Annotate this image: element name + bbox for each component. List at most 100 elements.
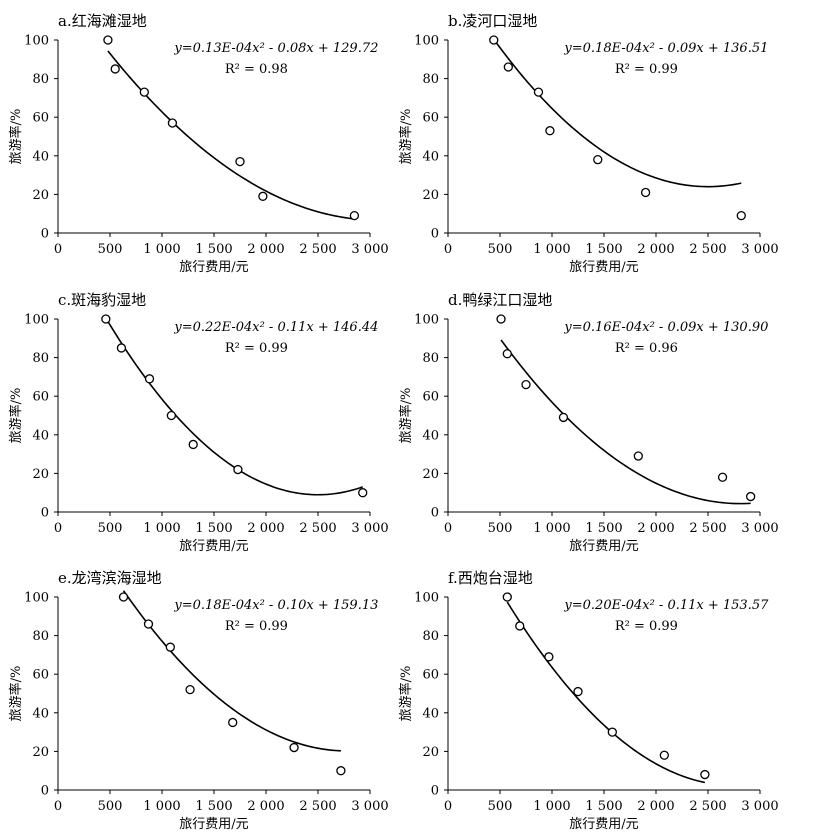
x-tick-label: 1 000: [143, 521, 180, 536]
data-point: [139, 87, 149, 97]
data-point: [233, 464, 243, 475]
y-tick-label: 100: [414, 591, 439, 606]
data-point: [235, 156, 245, 167]
r-squared-label: R² = 0.99: [225, 619, 288, 634]
data-point: [515, 621, 525, 631]
data-point: [607, 727, 617, 737]
data-point: [502, 592, 512, 602]
data-point: [533, 87, 544, 97]
regression-equation: y=0.20E-04x² - 0.11x + 153.57: [563, 598, 769, 613]
x-tick-label: 0: [444, 521, 452, 536]
trendline: [107, 50, 355, 220]
y-tick-label: 100: [24, 591, 49, 606]
x-tick-label: 3 000: [741, 521, 778, 536]
panel-title: c.斑海豹湿地: [58, 291, 146, 309]
data-point: [521, 379, 531, 390]
x-tick-label: 2 000: [247, 242, 284, 257]
y-tick-label: 80: [32, 351, 49, 366]
y-tick-label: 20: [422, 188, 439, 203]
y-tick-label: 80: [32, 72, 49, 87]
x-tick-label: 3 000: [741, 242, 778, 257]
x-tick-label: 500: [98, 242, 123, 257]
data-point: [502, 349, 512, 359]
y-tick-label: 60: [32, 390, 49, 405]
y-tick-label: 40: [422, 428, 439, 443]
data-point: [289, 742, 299, 753]
x-tick-label: 3 000: [351, 242, 388, 257]
x-tick-label: 2 500: [299, 242, 336, 257]
y-tick-label: 20: [32, 745, 49, 760]
y-tick-label: 100: [414, 34, 439, 49]
data-point: [736, 210, 746, 221]
x-tick-label: 1 000: [533, 799, 570, 814]
data-point: [101, 314, 111, 324]
y-tick-label: 100: [24, 313, 49, 328]
data-point: [143, 619, 154, 629]
y-tick-label: 40: [422, 149, 439, 164]
y-axis-label: 旅游率/%: [8, 388, 24, 444]
regression-equation: y=0.22E-04x² - 0.11x + 146.44: [173, 320, 378, 335]
data-point: [118, 592, 129, 602]
regression-equation: y=0.13E-04x² - 0.08x + 129.72: [173, 41, 378, 56]
x-axis-label: 旅行费用/元: [179, 817, 248, 832]
x-axis-label: 旅行费用/元: [179, 539, 248, 554]
y-tick-label: 60: [422, 111, 439, 126]
x-tick-label: 500: [488, 242, 513, 257]
x-tick-label: 500: [488, 799, 513, 814]
data-point: [116, 343, 127, 353]
x-tick-label: 1 500: [585, 521, 622, 536]
x-axis-label: 旅行费用/元: [569, 817, 638, 832]
y-tick-label: 0: [431, 506, 439, 521]
data-point: [545, 126, 555, 136]
r-squared-label: R² = 0.99: [225, 341, 288, 356]
data-point: [167, 118, 178, 128]
y-tick-label: 40: [32, 706, 49, 721]
panel-title: e.龙湾滨海湿地: [58, 569, 162, 587]
data-point: [573, 686, 583, 697]
x-tick-label: 1 000: [533, 521, 570, 536]
y-tick-label: 20: [422, 745, 439, 760]
data-point: [544, 652, 554, 662]
data-point: [188, 439, 198, 450]
panel-title: f.西炮台湿地: [448, 569, 533, 587]
x-axis-label: 旅行费用/元: [569, 539, 638, 554]
x-tick-label: 2 500: [299, 799, 336, 814]
y-tick-label: 20: [32, 188, 49, 203]
x-tick-label: 2 000: [637, 799, 674, 814]
x-axis-label: 旅行费用/元: [179, 260, 248, 275]
data-point: [745, 491, 756, 502]
y-axis-label: 旅游率/%: [8, 109, 24, 165]
y-tick-label: 80: [32, 629, 49, 644]
x-tick-label: 1 500: [585, 799, 622, 814]
data-point: [258, 191, 268, 201]
x-tick-label: 0: [54, 521, 62, 536]
y-tick-label: 60: [422, 390, 439, 405]
regression-equation: y=0.18E-04x² - 0.09x + 136.51: [563, 41, 768, 56]
x-tick-label: 2 000: [247, 799, 284, 814]
x-tick-label: 0: [54, 242, 62, 257]
x-tick-label: 3 000: [741, 799, 778, 814]
y-tick-label: 60: [32, 668, 49, 683]
data-point: [700, 769, 710, 780]
panel-title: d.鸭绿江口湿地: [448, 291, 552, 309]
data-point: [503, 62, 513, 72]
data-point: [144, 374, 155, 384]
y-tick-label: 80: [422, 351, 439, 366]
data-point: [633, 451, 643, 461]
x-tick-label: 500: [98, 799, 123, 814]
x-tick-label: 500: [488, 521, 513, 536]
x-tick-label: 2 000: [247, 521, 284, 536]
r-squared-label: R² = 0.98: [225, 62, 288, 77]
x-tick-label: 0: [444, 242, 452, 257]
y-tick-label: 60: [422, 668, 439, 683]
data-point: [349, 210, 360, 221]
y-tick-label: 20: [32, 467, 49, 482]
x-tick-label: 1 000: [143, 242, 180, 257]
data-point: [228, 717, 238, 728]
data-point: [558, 412, 569, 423]
y-tick-label: 0: [431, 227, 439, 242]
r-squared-label: R² = 0.99: [615, 619, 678, 634]
